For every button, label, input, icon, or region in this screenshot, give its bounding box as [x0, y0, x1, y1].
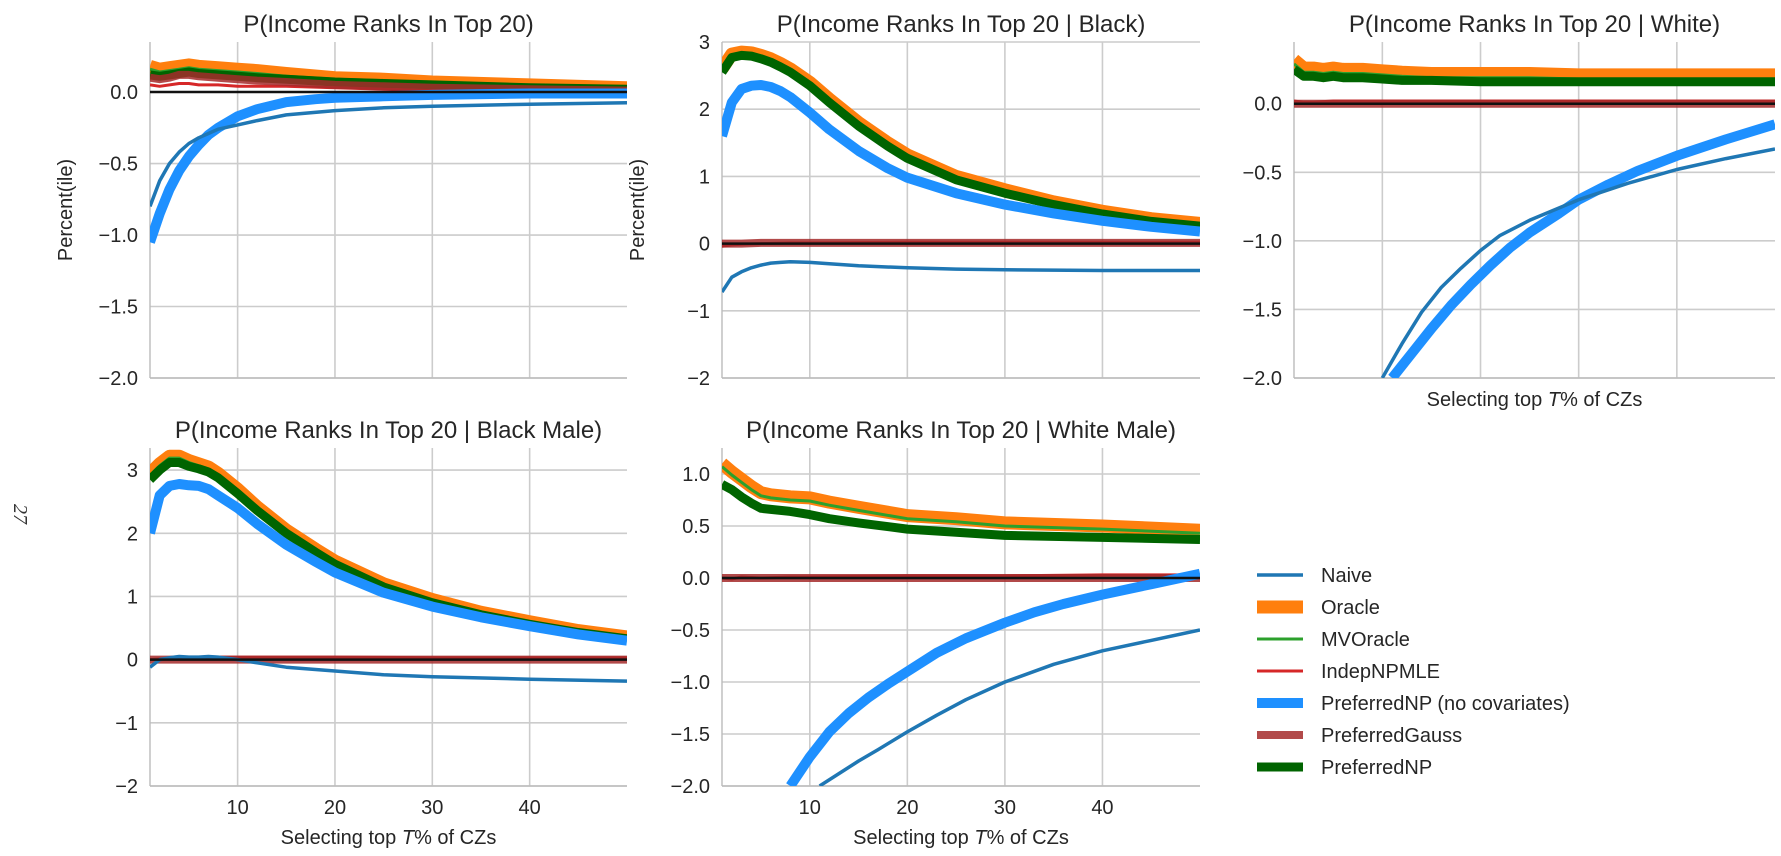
- series-group: [722, 458, 1200, 786]
- y-tick-label: 0.0: [682, 568, 710, 590]
- y-tick-label: 0: [699, 234, 710, 256]
- y-tick-label: −0.5: [1243, 162, 1282, 184]
- series-line-naive: [150, 101, 627, 208]
- y-tick-label: −1.5: [99, 297, 138, 319]
- x-tick-label: 20: [324, 797, 346, 819]
- y-tick-label: 0.0: [1254, 94, 1282, 116]
- chart-panel-4: 10 20 30 40 −2 −1 0 1 2 3 P(Income Ranks In Top 20…: [115, 417, 627, 849]
- series-group: [150, 58, 627, 244]
- y-axis-label: Percent(ile): [627, 159, 649, 261]
- series-line-oracle: [722, 458, 1200, 537]
- y-tick-label: 1: [699, 166, 710, 188]
- y-tick-label: −0.5: [99, 154, 138, 176]
- x-tick-label: 40: [519, 797, 541, 819]
- panel-title: P(Income Ranks In Top 20 | White): [1349, 11, 1720, 38]
- legend-label-preferredgauss: PreferredGauss: [1321, 725, 1462, 747]
- series-line-preferrednp-no-covariates: [722, 80, 1200, 237]
- y-tick-label: 2: [127, 523, 138, 545]
- legend-label-mvoracle: MVOracle: [1321, 629, 1410, 651]
- panel-title: P(Income Ranks In Top 20 | White Male): [746, 417, 1176, 444]
- series-line-preferrednp: [722, 50, 1200, 231]
- series-line-preferredgauss: [150, 70, 627, 95]
- y-tick-label: −0.5: [671, 620, 710, 642]
- y-tick-label: 0: [127, 650, 138, 672]
- series-group: [722, 45, 1200, 293]
- series-line-preferrednp-no-covariates: [1388, 119, 1775, 378]
- x-tick-label: 20: [896, 797, 918, 819]
- series-line-mvoracle: [722, 465, 1200, 535]
- y-tick-label: −2.0: [1243, 368, 1282, 390]
- x-axis-label: Selecting top T% of CZs: [281, 827, 497, 849]
- y-tick-label: −2.0: [671, 776, 710, 798]
- chart-panel-2: −2 −1 0 1 2 3 P(Income Ranks In Top 20 | Black…: [627, 11, 1200, 390]
- series-line-preferrednp-no-covariates: [150, 88, 627, 244]
- y-tick-label: 0.5: [682, 516, 710, 538]
- series-line-naive: [818, 628, 1200, 786]
- x-tick-label: 40: [1091, 797, 1113, 819]
- series-group: [1294, 54, 1775, 378]
- x-tick-label: 30: [421, 797, 443, 819]
- x-tick-label: 10: [799, 797, 821, 819]
- chart-panel-3: −2.0 −1.5 −1.0 −0.5 0.0 P(Income Ranks In Top…: [1243, 11, 1775, 411]
- series-line-oracle: [1294, 54, 1775, 82]
- series-line-naive: [722, 259, 1200, 293]
- y-tick-label: 3: [127, 460, 138, 482]
- y-tick-label: 2: [699, 99, 710, 121]
- legend-label-naive: Naive: [1321, 565, 1372, 587]
- y-tick-label: 1.0: [682, 464, 710, 486]
- panel-title: P(Income Ranks In Top 20 | Black Male): [175, 417, 602, 444]
- series-line-naive: [150, 654, 627, 683]
- y-tick-label: −2.0: [99, 368, 138, 390]
- y-tick-label: −2: [115, 776, 138, 798]
- y-tick-label: −1: [115, 713, 138, 735]
- legend-label-preferrednp: PreferredNP: [1321, 757, 1432, 779]
- series-line-preferrednp: [722, 480, 1200, 544]
- y-tick-label: −1.0: [99, 225, 138, 247]
- legend-label-indepnpmle: IndepNPMLE: [1321, 661, 1440, 683]
- legend-label-preferrednp-no-covariates: PreferredNP (no covariates): [1321, 693, 1570, 715]
- legend: Naive Oracle MVOracle IndepNPMLE PreferredNP…: [1257, 565, 1570, 779]
- y-tick-label: −1: [687, 301, 710, 323]
- y-tick-label: −1.0: [671, 672, 710, 694]
- y-tick-label: 3: [699, 32, 710, 54]
- y-tick-label: −2: [687, 368, 710, 390]
- y-tick-label: −1.0: [1243, 231, 1282, 253]
- y-tick-label: 0.0: [110, 82, 138, 104]
- panel-title: P(Income Ranks In Top 20): [243, 11, 533, 38]
- chart-panel-1: −2.0 −1.5 −1.0 −0.5 0.0 P(Income Ranks In Top…: [55, 11, 627, 390]
- legend-label-oracle: Oracle: [1321, 597, 1380, 619]
- series-line-preferrednp: [150, 458, 627, 644]
- series-line-preferrednp-no-covariates: [786, 568, 1200, 786]
- panel-title: P(Income Ranks In Top 20 | Black): [777, 11, 1146, 38]
- x-tick-label: 10: [226, 797, 248, 819]
- series-line-preferrednp: [1294, 65, 1775, 87]
- y-tick-label: −1.5: [1243, 299, 1282, 321]
- chart-panel-5: 10 20 30 40 −2.0 −1.5 −1.0 −0.5 0.0 0.5 1.0 P(Incom…: [671, 417, 1200, 849]
- x-tick-label: 30: [994, 797, 1016, 819]
- x-axis-label: Selecting top T% of CZs: [853, 827, 1069, 849]
- y-tick-label: 1: [127, 586, 138, 608]
- series-line-naive: [1380, 147, 1775, 378]
- x-axis-label: Selecting top T% of CZs: [1427, 389, 1643, 411]
- y-tick-label: −1.5: [671, 724, 710, 746]
- series-group: [150, 449, 627, 683]
- y-axis-label: Percent(ile): [55, 159, 77, 261]
- series-line-preferrednp-no-covariates: [150, 479, 627, 646]
